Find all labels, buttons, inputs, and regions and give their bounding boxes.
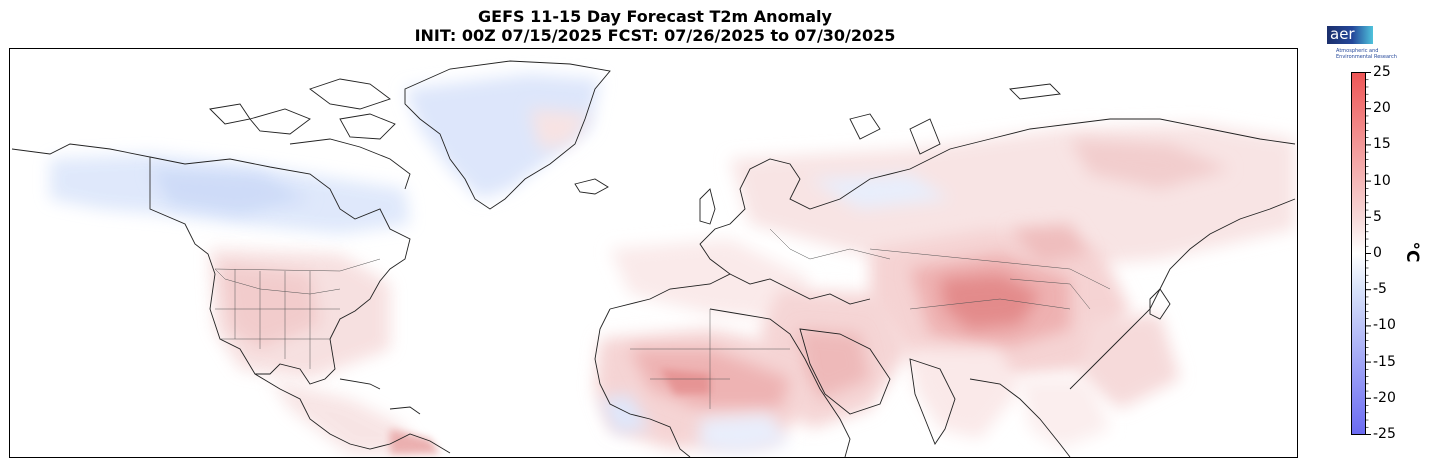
map-subtitle: INIT: 00Z 07/15/2025 FCST: 07/26/2025 to… [414,26,896,45]
colorbar-tick-label: 10 [1373,172,1391,189]
colorbar-tick-label: 20 [1373,100,1391,117]
aer-logo-mark [1327,26,1373,44]
colorbar-ticks [1366,72,1371,435]
anomaly-shading [50,74,1295,454]
aer-logo-text: aer [1330,25,1355,43]
colorbar-unit: °C [1402,241,1422,263]
south-asia-anomaly [910,349,1110,449]
colorbar-tick-label: 15 [1373,136,1391,153]
colorbar-tick-label: -5 [1373,281,1387,298]
coastlines [11,60,1296,457]
aer-logo: aer Atmospheric and Environmental Resear… [1326,26,1406,62]
colorbar-tick-label: 25 [1373,64,1391,80]
map-title: GEFS 11-15 Day Forecast T2m Anomaly [478,7,832,26]
anomaly-map [9,48,1298,458]
central-asia-anomaly [870,224,1180,409]
greenland-anomaly [405,74,600,199]
colorbar-tick-label: 0 [1373,245,1382,261]
colorbar-tick-label: 5 [1373,208,1382,225]
aer-logo-subtitle: Atmospheric and Environmental Research [1336,48,1416,60]
country-borders [149,157,1111,409]
aer-logo-subtitle-line1: Atmospheric and [1336,48,1379,54]
colorbar [1351,72,1366,435]
eurasia-anomaly [610,124,1295,319]
aer-logo-subtitle-line2: Environmental Research [1336,54,1397,60]
colorbar-tick-label: -20 [1373,389,1396,406]
colorbar-tick-label: -15 [1373,353,1396,370]
north-america-anomaly [50,154,440,454]
colorbar-tick-label: -10 [1373,317,1396,334]
colorbar-tick-label: -25 [1373,426,1396,442]
